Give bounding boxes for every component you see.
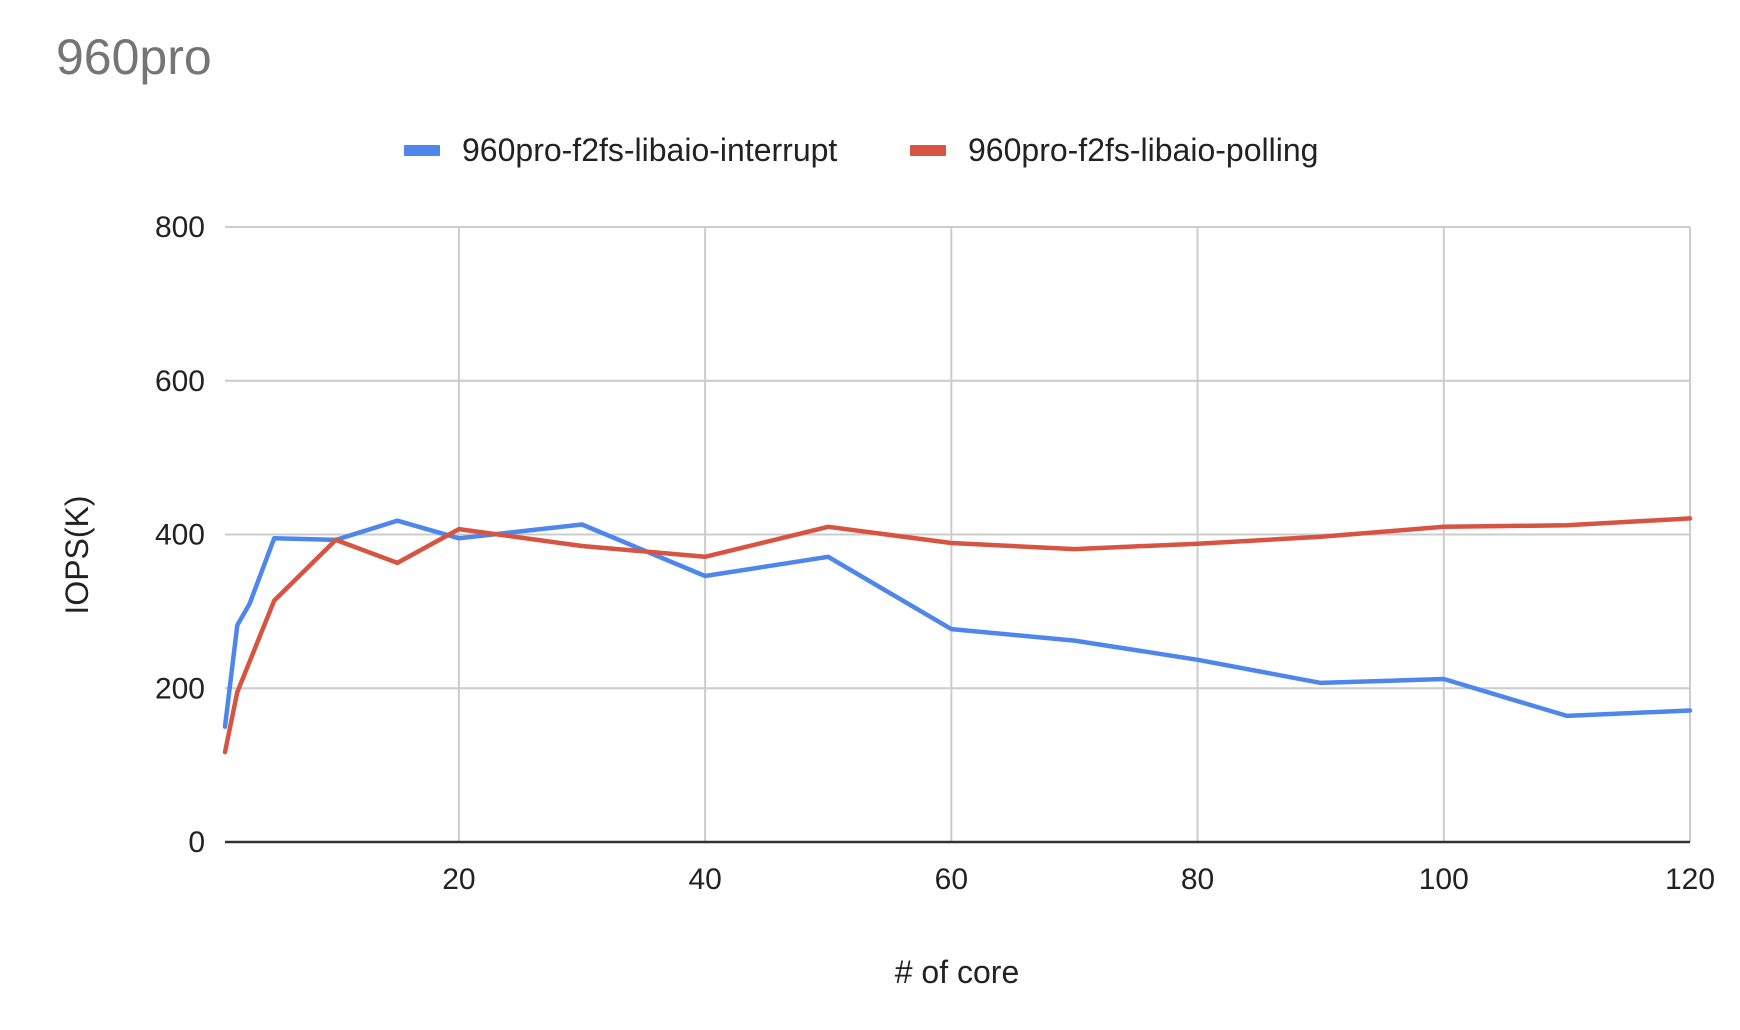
x-tick-label: 120 bbox=[1665, 863, 1715, 896]
chart-title: 960pro bbox=[56, 29, 212, 85]
y-tick-label: 800 bbox=[155, 211, 205, 244]
x-tick-label: 20 bbox=[442, 863, 475, 896]
y-tick-label: 200 bbox=[155, 672, 205, 705]
x-tick-label: 60 bbox=[935, 863, 968, 896]
series-line-1 bbox=[222, 516, 1693, 755]
legend-label: 960pro-f2fs-libaio-polling bbox=[968, 132, 1318, 168]
y-tick-label: 0 bbox=[188, 826, 205, 859]
x-tick-label: 100 bbox=[1419, 863, 1469, 896]
legend: 960pro-f2fs-libaio-interrupt 960pro-f2fs-… bbox=[404, 132, 1318, 168]
y-tick-label: 600 bbox=[155, 365, 205, 398]
y-tick-label: 400 bbox=[155, 519, 205, 552]
legend-swatch bbox=[404, 145, 440, 156]
x-axis-title: # of core bbox=[895, 954, 1020, 990]
x-tick-label: 80 bbox=[1181, 863, 1214, 896]
y-axis-title: IOPS(K) bbox=[59, 495, 95, 614]
axes: 0 200 400 600 800 20 40 60 80 100 120 bbox=[155, 211, 1715, 896]
series-lines bbox=[222, 516, 1693, 755]
legend-label: 960pro-f2fs-libaio-interrupt bbox=[462, 132, 837, 168]
grid-lines bbox=[225, 226, 1691, 842]
x-tick-label: 40 bbox=[688, 863, 721, 896]
series-line-0 bbox=[222, 518, 1693, 729]
legend-swatch bbox=[910, 145, 946, 156]
